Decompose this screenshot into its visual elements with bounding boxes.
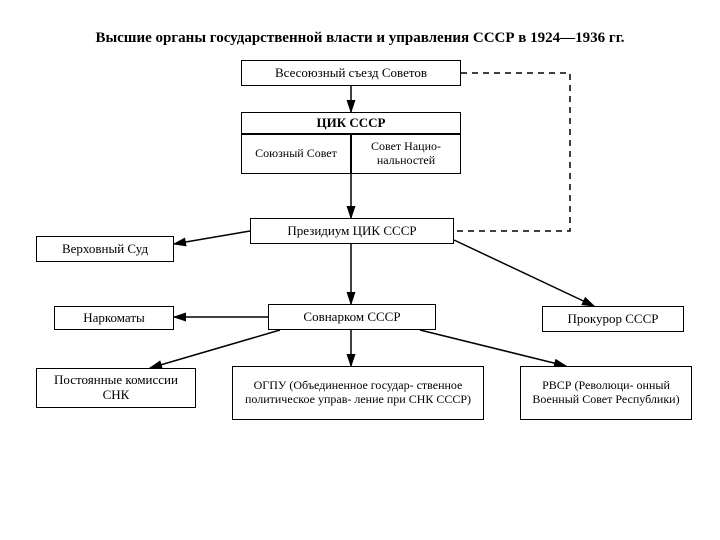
edge-presidium-prokuror — [454, 240, 594, 306]
node-cik_right: Совет Нацио- нальностей — [351, 134, 461, 174]
node-ogpu: ОГПУ (Объединенное государ- ственное пол… — [232, 366, 484, 420]
edge-sovnarkom-rvsr — [420, 330, 566, 366]
node-sovnarkom: Совнарком СССР — [268, 304, 436, 330]
node-cik_left: Союзный Совет — [241, 134, 351, 174]
edge-sovnarkom-komissii — [150, 330, 280, 368]
node-rvsr: РВСР (Революци- онный Военный Совет Респ… — [520, 366, 692, 420]
edge-presidium-supcourt — [174, 231, 250, 244]
node-congress: Всесоюзный съезд Советов — [241, 60, 461, 86]
node-prokuror: Прокурор СССР — [542, 306, 684, 332]
node-narkomaty: Наркоматы — [54, 306, 174, 330]
node-komissii: Постоянные комиссии СНК — [36, 368, 196, 408]
diagram-title: Высшие органы государственной власти и у… — [0, 30, 720, 47]
node-supcourt: Верховный Суд — [36, 236, 174, 262]
node-presidium: Президиум ЦИК СССР — [250, 218, 454, 244]
edge-congress-presidium_dash — [454, 73, 570, 231]
node-cik_head: ЦИК СССР — [241, 112, 461, 134]
